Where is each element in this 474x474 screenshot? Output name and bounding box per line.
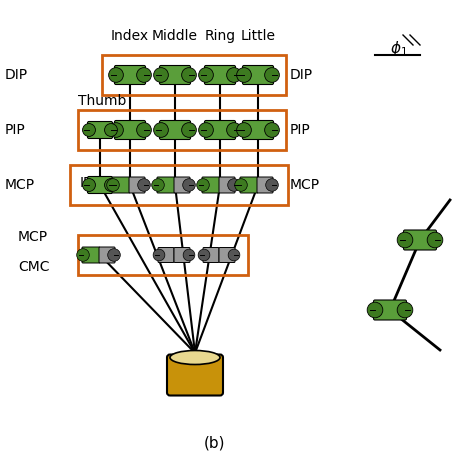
Text: Thumb: Thumb [78, 94, 126, 108]
Circle shape [137, 123, 151, 137]
FancyBboxPatch shape [115, 120, 146, 139]
Text: DIP: DIP [290, 68, 313, 82]
FancyBboxPatch shape [112, 177, 130, 193]
FancyBboxPatch shape [158, 247, 174, 263]
Circle shape [182, 179, 195, 191]
Bar [78, 110, 286, 150]
Circle shape [427, 232, 443, 248]
Bar [102, 55, 286, 95]
FancyBboxPatch shape [203, 247, 219, 263]
Circle shape [237, 123, 251, 137]
Circle shape [235, 179, 247, 191]
FancyBboxPatch shape [88, 176, 112, 193]
FancyBboxPatch shape [129, 177, 145, 193]
Circle shape [77, 249, 89, 261]
FancyBboxPatch shape [204, 65, 236, 84]
FancyBboxPatch shape [167, 355, 223, 395]
FancyBboxPatch shape [159, 120, 191, 139]
Text: MCP: MCP [5, 178, 35, 192]
FancyBboxPatch shape [403, 230, 437, 250]
FancyBboxPatch shape [88, 121, 112, 138]
Circle shape [397, 302, 413, 318]
Text: $\phi_1$: $\phi_1$ [390, 38, 408, 57]
Circle shape [237, 68, 251, 82]
Circle shape [367, 302, 383, 318]
Text: MCP: MCP [290, 178, 320, 192]
Circle shape [199, 123, 213, 137]
Circle shape [266, 179, 278, 191]
Circle shape [137, 68, 151, 82]
FancyBboxPatch shape [174, 247, 190, 263]
Circle shape [105, 124, 118, 137]
Circle shape [199, 68, 213, 82]
Circle shape [198, 249, 210, 261]
Circle shape [182, 123, 196, 137]
Circle shape [264, 68, 279, 82]
Circle shape [109, 123, 123, 137]
Circle shape [82, 124, 95, 137]
FancyBboxPatch shape [204, 120, 236, 139]
FancyBboxPatch shape [219, 177, 235, 193]
Bar [78, 235, 248, 275]
FancyBboxPatch shape [82, 247, 100, 263]
Text: PIP: PIP [5, 123, 26, 137]
Circle shape [154, 123, 168, 137]
Circle shape [108, 249, 120, 261]
Circle shape [197, 179, 210, 191]
FancyBboxPatch shape [374, 300, 407, 320]
Circle shape [397, 232, 413, 248]
FancyBboxPatch shape [157, 177, 175, 193]
Text: Index: Index [111, 29, 149, 43]
Bar [70, 165, 288, 205]
Text: Ring: Ring [204, 29, 236, 43]
Circle shape [182, 68, 196, 82]
Text: IP: IP [80, 176, 92, 190]
Circle shape [228, 249, 240, 261]
Circle shape [153, 249, 165, 261]
Text: MCP: MCP [18, 230, 48, 244]
FancyBboxPatch shape [174, 177, 190, 193]
Text: DIP: DIP [5, 68, 28, 82]
Circle shape [138, 179, 150, 191]
FancyBboxPatch shape [99, 247, 115, 263]
Text: CMC: CMC [18, 260, 49, 274]
Circle shape [152, 179, 164, 191]
Circle shape [227, 123, 241, 137]
FancyBboxPatch shape [115, 65, 146, 84]
FancyBboxPatch shape [159, 65, 191, 84]
Text: Little: Little [240, 29, 275, 43]
Circle shape [228, 179, 240, 191]
Circle shape [107, 179, 119, 191]
FancyBboxPatch shape [240, 177, 258, 193]
Text: (b): (b) [204, 435, 226, 450]
FancyBboxPatch shape [219, 247, 235, 263]
FancyBboxPatch shape [202, 177, 220, 193]
Text: PIP: PIP [290, 123, 311, 137]
Ellipse shape [170, 350, 220, 365]
Text: Middle: Middle [152, 29, 198, 43]
FancyBboxPatch shape [243, 65, 273, 84]
Circle shape [105, 179, 118, 191]
FancyBboxPatch shape [243, 120, 273, 139]
FancyBboxPatch shape [257, 177, 273, 193]
Circle shape [264, 123, 279, 137]
Circle shape [183, 249, 195, 261]
Circle shape [227, 68, 241, 82]
Circle shape [82, 179, 95, 191]
Circle shape [154, 68, 168, 82]
Circle shape [109, 68, 123, 82]
